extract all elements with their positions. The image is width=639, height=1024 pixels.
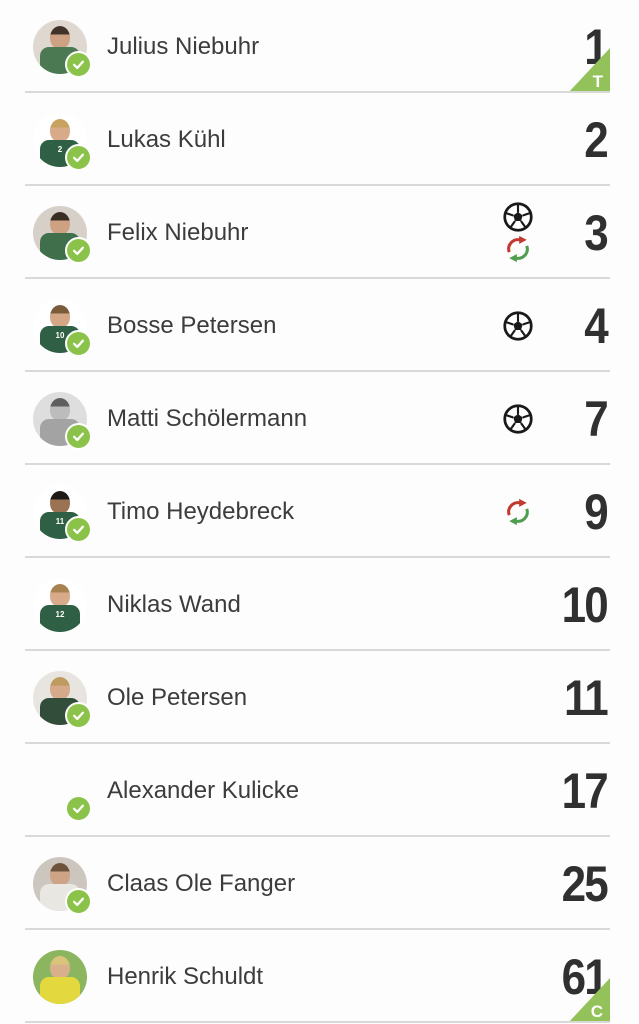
check-icon <box>73 711 84 720</box>
player-row[interactable]: 11 Timo Heydebreck 9 <box>0 465 639 558</box>
shirt-number: 9 <box>584 483 608 540</box>
confirmed-badge <box>65 794 92 822</box>
shirt-number: 7 <box>584 390 608 447</box>
role-badge-letter: T <box>592 72 603 91</box>
player-avatar: 10 <box>33 298 92 357</box>
avatar-head-shape <box>50 118 70 142</box>
player-row[interactable]: 12 Niklas Wand 10 <box>0 558 639 651</box>
confirmed-badge <box>65 887 92 915</box>
confirmed-badge <box>65 515 92 543</box>
avatar-head-shape <box>50 676 70 700</box>
avatar-jersey-shape <box>40 976 80 1004</box>
player-avatar <box>33 391 92 450</box>
goal-ball-icon <box>503 310 533 341</box>
player-name: Niklas Wand <box>107 590 241 618</box>
avatar-head-shape <box>50 955 70 979</box>
player-name: Bosse Petersen <box>107 311 277 339</box>
event-icons <box>501 498 535 526</box>
player-avatar <box>33 856 92 915</box>
role-badge-triangle: C <box>568 978 610 1023</box>
player-avatar <box>33 19 92 78</box>
shirt-number: 4 <box>584 297 608 354</box>
avatar-head-shape <box>50 583 70 607</box>
check-icon <box>73 432 84 441</box>
goal-ball-icon <box>503 403 533 434</box>
player-name: Matti Schölermann <box>107 404 308 432</box>
player-row[interactable]: Ole Petersen 11 <box>0 651 639 744</box>
avatar-jersey-number: 12 <box>55 609 65 619</box>
substitution-icon <box>504 235 532 263</box>
confirmed-badge <box>65 50 92 78</box>
player-avatar: 11 <box>33 484 92 543</box>
check-icon <box>73 339 84 348</box>
check-icon <box>73 60 84 69</box>
player-photo: 12 <box>33 577 87 632</box>
confirmed-badge <box>65 236 92 264</box>
shirt-number: 2 <box>584 111 608 168</box>
avatar-jersey-number: 2 <box>57 144 63 154</box>
check-icon <box>73 153 84 162</box>
player-avatar <box>33 763 92 822</box>
shirt-number: 3 <box>584 204 608 261</box>
avatar-head-shape <box>50 211 70 235</box>
event-icons <box>501 202 535 263</box>
confirmed-badge <box>65 329 92 357</box>
confirmed-badge <box>65 422 92 450</box>
player-avatar <box>33 949 89 1005</box>
player-avatar: 12 <box>33 577 89 633</box>
role-badge-triangle: T <box>568 48 610 93</box>
player-row[interactable]: Henrik Schuldt 61 C <box>0 930 639 1023</box>
avatar-head-shape <box>50 25 70 49</box>
player-name: Timo Heydebreck <box>107 497 295 525</box>
player-name: Ole Petersen <box>107 683 248 711</box>
player-photo <box>33 949 87 1004</box>
player-row[interactable]: Alexander Kulicke 17 <box>0 744 639 837</box>
check-icon <box>73 897 84 906</box>
check-icon <box>73 804 84 813</box>
player-row[interactable]: Matti Schölermann 7 <box>0 372 639 465</box>
check-icon <box>73 246 84 255</box>
player-photo <box>33 19 87 74</box>
player-name: Lukas Kühl <box>107 125 226 153</box>
avatar-jersey-shape: 12 <box>40 604 80 632</box>
shirt-number: 25 <box>561 855 609 912</box>
avatar-head-shape <box>50 862 70 886</box>
role-badge-letter: C <box>590 1002 603 1021</box>
player-avatar <box>33 670 92 729</box>
player-avatar <box>33 205 92 264</box>
event-icons <box>501 310 535 341</box>
avatar-head-shape <box>50 304 70 328</box>
goal-ball-icon <box>503 202 533 232</box>
player-avatar: 2 <box>33 112 92 171</box>
avatar-head-shape <box>50 490 70 514</box>
substitution-icon <box>504 498 532 526</box>
player-row[interactable]: 10 Bosse Petersen <box>0 279 639 372</box>
player-name: Henrik Schuldt <box>107 962 264 990</box>
avatar-jersey-number: 10 <box>55 330 65 340</box>
player-name: Julius Niebuhr <box>107 32 260 60</box>
player-row[interactable]: Felix Niebuhr <box>0 186 639 279</box>
shirt-number: 11 <box>564 669 609 726</box>
confirmed-badge <box>65 701 92 729</box>
shirt-number: 10 <box>561 576 609 633</box>
avatar-head-shape <box>50 397 70 421</box>
avatar-jersey-number: 11 <box>55 516 65 526</box>
player-row[interactable]: Claas Ole Fanger 25 <box>0 837 639 930</box>
player-name: Alexander Kulicke <box>107 776 300 804</box>
shirt-number: 17 <box>561 762 609 819</box>
confirmed-badge <box>65 143 92 171</box>
event-icons <box>501 403 535 434</box>
check-icon <box>73 525 84 534</box>
player-row[interactable]: 2 Lukas Kühl 2 <box>0 93 639 186</box>
player-row[interactable]: Julius Niebuhr 1 T <box>0 0 639 93</box>
player-name: Claas Ole Fanger <box>107 869 296 897</box>
player-name: Felix Niebuhr <box>107 218 249 246</box>
